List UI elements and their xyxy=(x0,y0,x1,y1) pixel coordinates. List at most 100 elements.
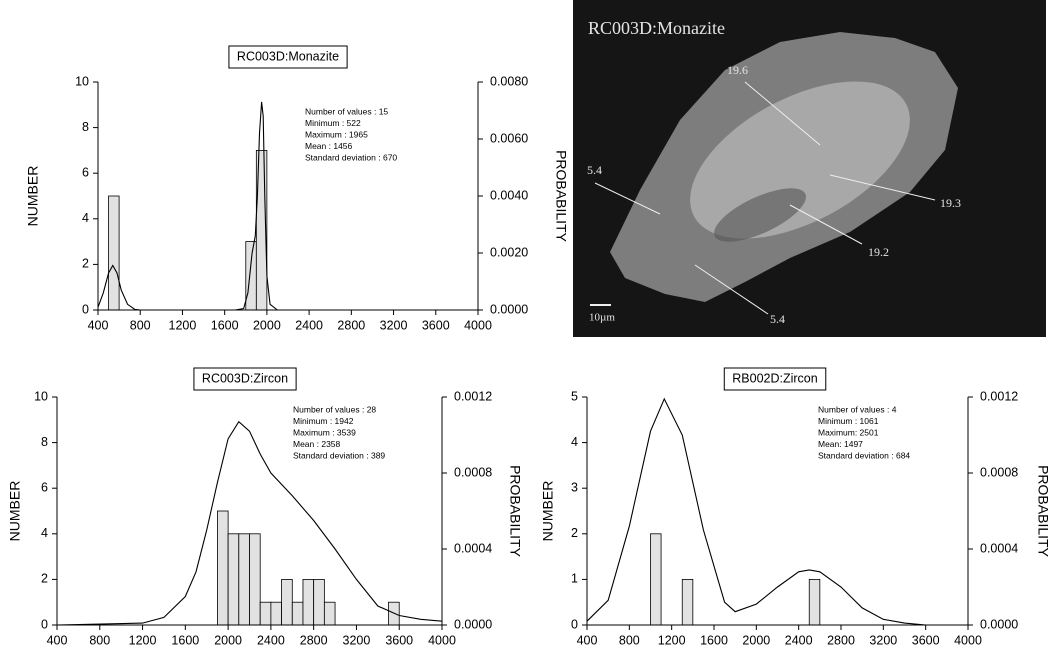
y-axis-label: NUMBER xyxy=(25,166,41,227)
stats-line: Number of values : 15 xyxy=(305,106,388,116)
y-tick-label: 8 xyxy=(82,120,89,134)
x-tick-label: 400 xyxy=(47,633,68,647)
x-tick-label: 3600 xyxy=(912,633,940,647)
bar xyxy=(217,511,228,625)
x-tick-label: 1600 xyxy=(171,633,199,647)
y2-tick-label: 0.0012 xyxy=(454,389,492,403)
bar xyxy=(651,534,662,625)
bar xyxy=(109,196,120,310)
stats-line: Number of values : 4 xyxy=(818,404,897,414)
y-tick-label: 0 xyxy=(82,302,89,316)
y-tick-label: 6 xyxy=(82,165,89,179)
y2-axis-label: PROBABILITY xyxy=(553,150,569,242)
y2-axis-label: PROBABILITY xyxy=(507,465,523,557)
y2-tick-label: 0.0000 xyxy=(454,617,492,631)
bar xyxy=(239,534,250,625)
x-tick-label: 1200 xyxy=(169,318,197,332)
y-tick-label: 2 xyxy=(571,526,578,540)
stats-line: Maximum : 1965 xyxy=(305,129,368,139)
x-tick-label: 2800 xyxy=(300,633,328,647)
x-tick-label: 4000 xyxy=(428,633,456,647)
x-tick-label: 1600 xyxy=(211,318,239,332)
x-tick-label: 1200 xyxy=(658,633,686,647)
y-tick-label: 8 xyxy=(41,435,48,449)
y-tick-label: 3 xyxy=(571,480,578,494)
image-title: RC003D:Monazite xyxy=(588,18,725,38)
bar xyxy=(271,602,282,625)
bar xyxy=(228,534,239,625)
y2-tick-label: 0.0004 xyxy=(454,541,492,555)
y-tick-label: 2 xyxy=(82,257,89,271)
x-tick-label: 3600 xyxy=(385,633,413,647)
y-tick-label: 6 xyxy=(41,480,48,494)
y-axis-label: NUMBER xyxy=(7,481,23,542)
y2-tick-label: 0.0012 xyxy=(980,389,1018,403)
y-tick-label: 4 xyxy=(571,435,578,449)
x-tick-label: 2800 xyxy=(827,633,855,647)
y-axis-label: NUMBER xyxy=(540,481,556,542)
x-tick-label: 2000 xyxy=(253,318,281,332)
bar xyxy=(246,242,257,310)
y2-tick-label: 0.0004 xyxy=(980,541,1018,555)
x-tick-label: 2000 xyxy=(742,633,770,647)
chart: 02468100.00000.00200.00400.00600.0080400… xyxy=(25,46,570,332)
bar xyxy=(303,579,314,625)
x-tick-label: 800 xyxy=(130,318,151,332)
chart-title: RC003D:Zircon xyxy=(202,371,288,385)
stats-line: Maximum : 3539 xyxy=(293,427,356,437)
stats-line: Standard deviation : 670 xyxy=(305,152,397,162)
y-tick-label: 0 xyxy=(41,617,48,631)
stats-line: Standard deviation : 389 xyxy=(293,450,385,460)
stats-line: Minimum : 522 xyxy=(305,118,361,128)
bar xyxy=(250,534,261,625)
bar xyxy=(260,602,271,625)
bar xyxy=(324,602,335,625)
x-tick-label: 2000 xyxy=(214,633,242,647)
age-label: 19.2 xyxy=(868,245,889,259)
x-tick-label: 1200 xyxy=(129,633,157,647)
probability-curve xyxy=(587,399,968,625)
scale-label: 10µm xyxy=(589,312,615,324)
age-label: 19.3 xyxy=(940,196,961,210)
stats-line: Number of values : 28 xyxy=(293,404,376,414)
x-tick-label: 4000 xyxy=(954,633,982,647)
bar xyxy=(282,579,293,625)
stats-line: Minimum : 1061 xyxy=(818,416,879,426)
y-tick-label: 4 xyxy=(41,526,48,540)
y-tick-label: 1 xyxy=(571,572,578,586)
figure: RC003D:Monazite 19.6 5.4 19.3 19.2 5.4 1… xyxy=(0,0,1054,657)
probability-curve xyxy=(98,102,478,310)
micrograph: RC003D:Monazite 19.6 5.4 19.3 19.2 5.4 1… xyxy=(573,0,1046,337)
chart-title: RB002D:Zircon xyxy=(732,371,817,385)
x-tick-label: 3600 xyxy=(422,318,450,332)
y-tick-label: 10 xyxy=(75,74,89,88)
x-tick-label: 800 xyxy=(619,633,640,647)
bar xyxy=(292,602,303,625)
x-tick-label: 2400 xyxy=(785,633,813,647)
stats-line: Minimum : 1942 xyxy=(293,416,354,426)
age-label: 5.4 xyxy=(587,163,602,177)
x-tick-label: 2800 xyxy=(337,318,365,332)
x-tick-label: 3200 xyxy=(343,633,371,647)
age-label: 19.6 xyxy=(727,63,748,77)
x-tick-label: 2400 xyxy=(257,633,285,647)
stats-line: Mean: 1497 xyxy=(818,439,863,449)
y-tick-label: 0 xyxy=(571,617,578,631)
y2-tick-label: 0.0080 xyxy=(490,74,528,88)
stats-line: Mean : 2358 xyxy=(293,439,341,449)
chart-title: RC003D:Monazite xyxy=(237,49,339,63)
x-tick-label: 400 xyxy=(577,633,598,647)
bar xyxy=(809,579,820,625)
y2-tick-label: 0.0000 xyxy=(980,617,1018,631)
x-tick-label: 400 xyxy=(88,318,109,332)
y2-tick-label: 0.0008 xyxy=(980,465,1018,479)
chart: 0 1 2 3 4 5 0.0000 0.0004 0.0008 0.0012 400 800 1200… xyxy=(540,368,1052,647)
y-tick-label: 2 xyxy=(41,572,48,586)
x-tick-label: 800 xyxy=(89,633,110,647)
bar xyxy=(682,579,693,625)
x-tick-label: 3200 xyxy=(869,633,897,647)
x-tick-label: 2400 xyxy=(295,318,323,332)
x-tick-label: 1600 xyxy=(700,633,728,647)
y-tick-label: 5 xyxy=(571,389,578,403)
